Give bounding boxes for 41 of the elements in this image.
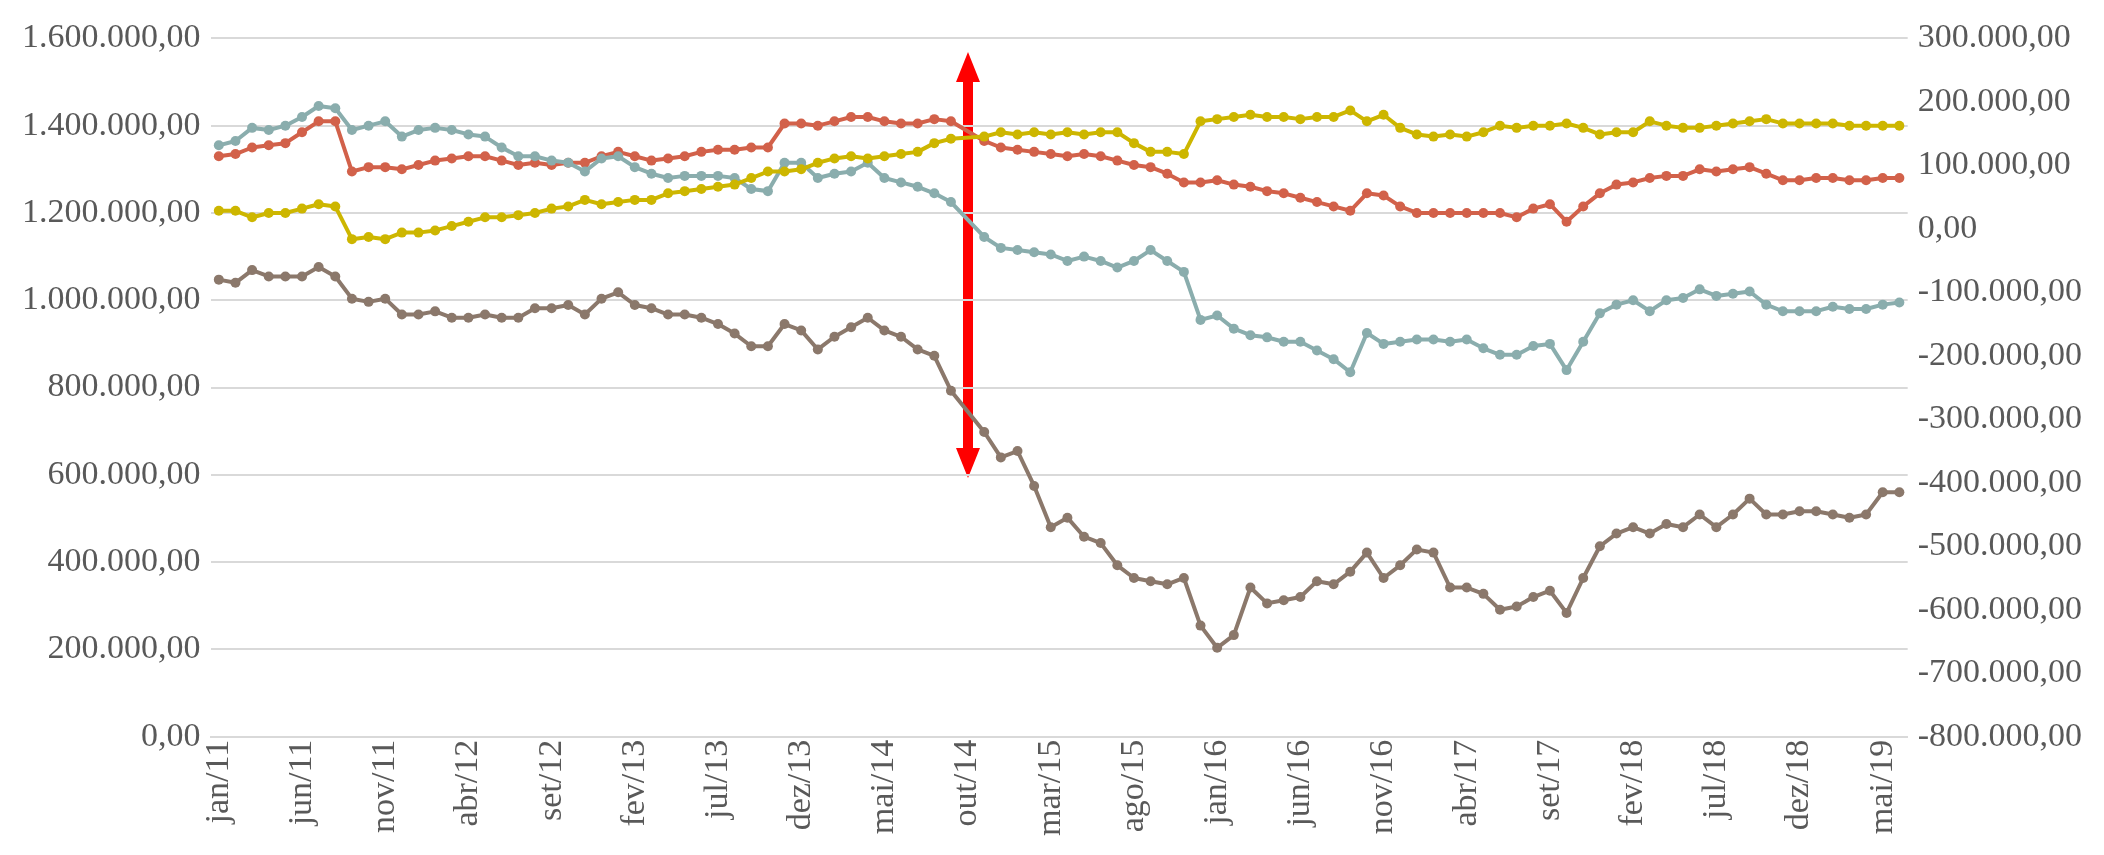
x-tick-label: set/12	[530, 739, 568, 821]
y-tick-label: 0,00	[141, 715, 201, 753]
x-tick-label: jun/16	[1279, 739, 1317, 828]
y-tick-label: 600.000,00	[47, 453, 201, 491]
x-tick-label: mar/15	[1029, 739, 1067, 837]
x-tick-label: jan/16	[1196, 739, 1234, 826]
y-tick-label: 1.000.000,00	[22, 279, 201, 317]
x-tick-label: fev/13	[613, 739, 651, 827]
y2-tick-label: -600.000,00	[1917, 588, 2083, 626]
y-tick-label: 1.600.000,00	[22, 17, 201, 55]
y2-tick-label: 300.000,00	[1917, 17, 2071, 55]
y2-tick-label: -800.000,00	[1917, 715, 2083, 753]
y2-tick-label: 0,00	[1917, 207, 1978, 245]
y2-tick-label: 100.000,00	[1917, 144, 2071, 182]
x-tick-label: fev/18	[1612, 739, 1650, 827]
y-tick-label: 400.000,00	[47, 541, 201, 579]
y2-tick-label: -400.000,00	[1917, 461, 2083, 499]
x-tick-label: dez/18	[1778, 739, 1816, 831]
x-tick-label: nov/16	[1362, 739, 1400, 835]
x-tick-label: jul/18	[1695, 739, 1733, 821]
y-tick-label: 200.000,00	[47, 628, 201, 666]
x-tick-label: mai/19	[1861, 739, 1899, 835]
y-tick-label: 800.000,00	[47, 366, 201, 404]
x-tick-label: out/14	[946, 739, 984, 827]
x-tick-label: abr/12	[447, 739, 485, 827]
y2-tick-label: -500.000,00	[1917, 525, 2083, 563]
y2-tick-label: -300.000,00	[1917, 398, 2083, 436]
x-tick-label: nov/11	[364, 739, 402, 833]
y2-tick-label: -100.000,00	[1917, 271, 2083, 309]
x-tick-label: abr/17	[1445, 739, 1483, 827]
y2-tick-label: -200.000,00	[1917, 334, 2083, 372]
x-tick-label: jul/13	[696, 739, 734, 821]
x-tick-label: dez/13	[780, 739, 818, 831]
x-tick-label: set/17	[1528, 739, 1566, 821]
y2-tick-label: -700.000,00	[1917, 652, 2083, 690]
y-tick-label: 1.200.000,00	[22, 191, 201, 229]
x-tick-label: jun/11	[280, 739, 318, 827]
x-tick-label: ago/15	[1112, 739, 1150, 833]
x-tick-label: mai/14	[863, 739, 901, 835]
y-tick-label: 1.400.000,00	[22, 104, 201, 142]
y2-tick-label: 200.000,00	[1917, 80, 2071, 118]
